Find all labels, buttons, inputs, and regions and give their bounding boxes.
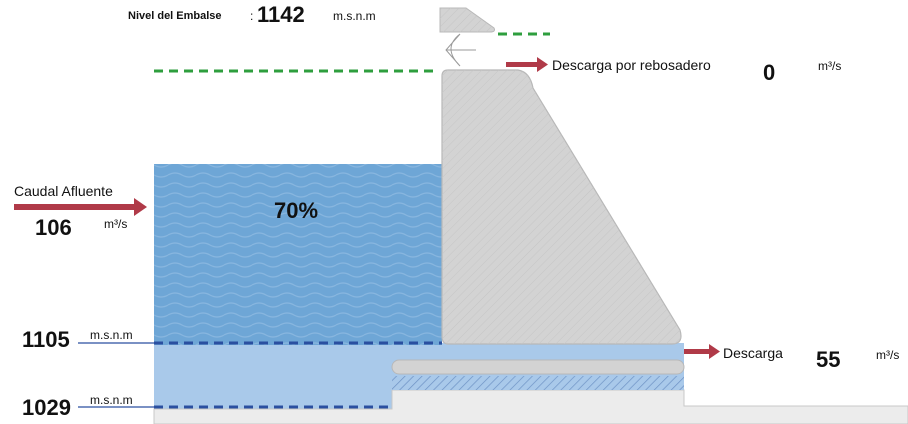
nivel-embalse-unit: m.s.n.m [333,9,376,23]
spillway-arrow-icon [506,57,548,72]
discharge-arrow-icon [684,344,720,359]
inflow-arrow-icon [14,198,147,216]
nivel-embalse-label: Nivel del Embalse [128,10,222,22]
rebosadero-value: 0 [763,60,776,85]
descarga-unit: m³/s [876,348,900,362]
caudal-afluente-label: Caudal Afluente [14,183,113,199]
nivel-embalse-separator: : [250,9,254,23]
rebosadero-label: Descarga por rebosadero [552,57,711,73]
reservoir-waves [154,164,442,345]
rebosadero-unit: m³/s [818,59,842,73]
upper-level-unit: m.s.n.m [90,328,133,342]
nivel-embalse-value: 1142 [257,2,305,27]
dam-body-hatch [442,70,681,344]
gallery-slab [391,359,685,375]
spillway-gate-icon [445,33,476,67]
dam-crest-hatch [440,8,495,32]
upper-level-value: 1105 [22,327,70,352]
riverbed [153,389,908,424]
lower-level-value: 1029 [22,395,71,420]
descarga-label: Descarga [723,345,783,361]
lower-level-unit: m.s.n.m [90,393,133,407]
caudal-afluente-value: 106 [35,215,72,240]
descarga-value: 55 [816,347,841,372]
base-hatch-lines [392,376,684,390]
reservoir-percent: 70% [274,198,319,223]
caudal-afluente-unit: m³/s [104,217,128,231]
